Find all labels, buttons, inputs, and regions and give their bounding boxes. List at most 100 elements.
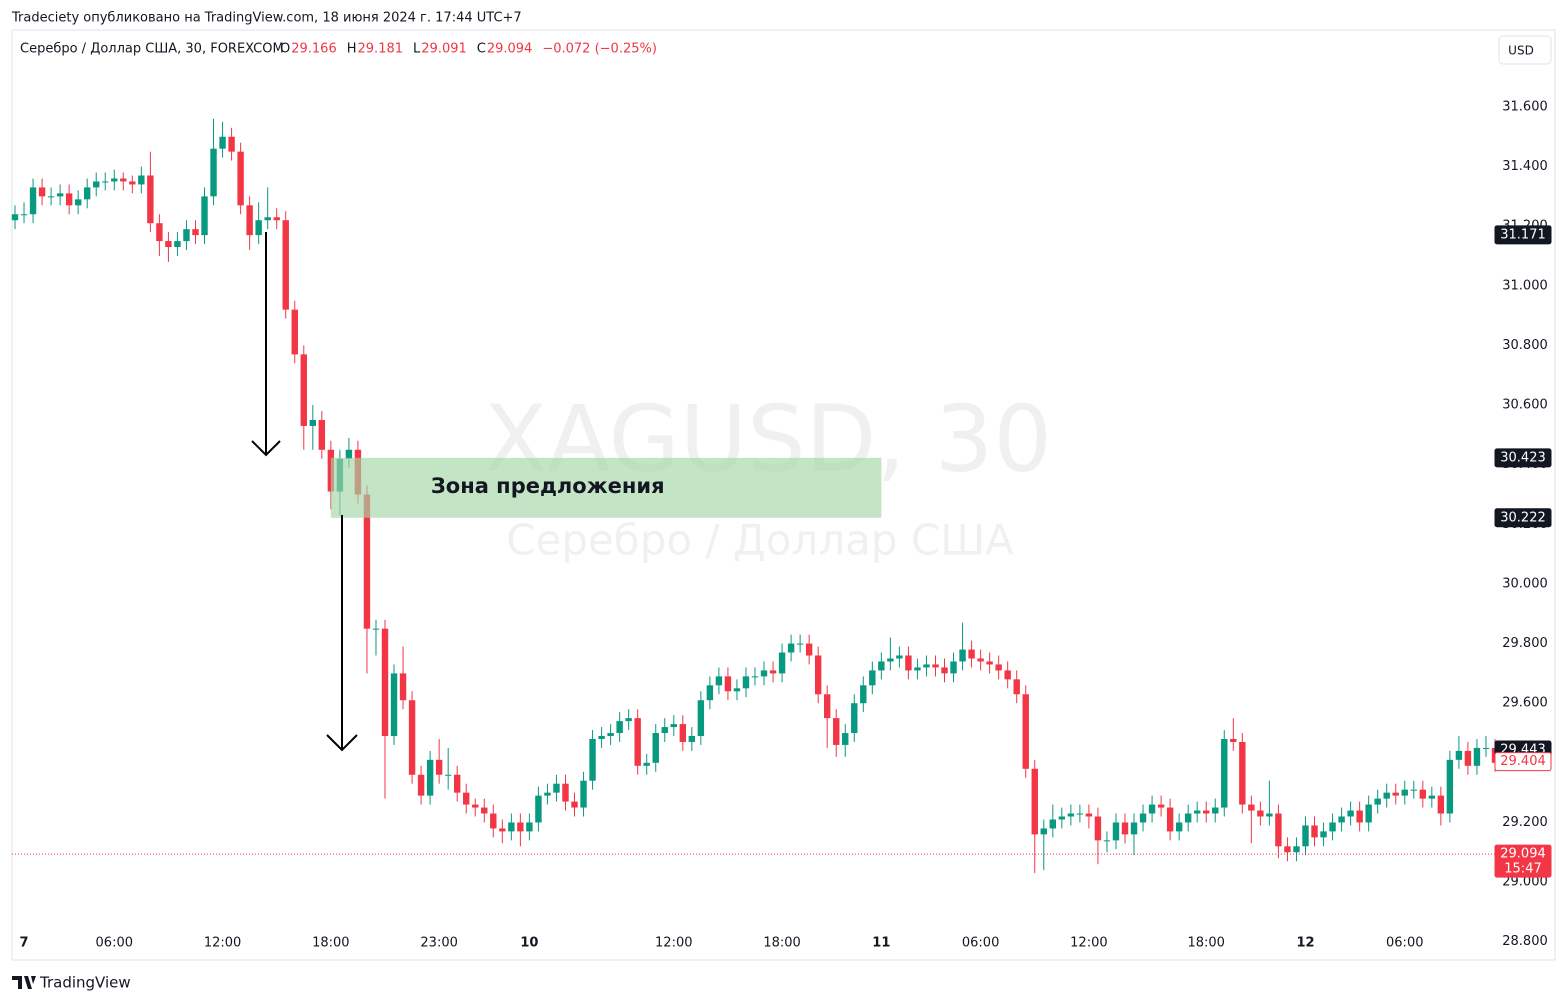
candle-body — [905, 655, 912, 671]
candle-body — [1022, 694, 1029, 769]
y-tick-label: 29.000 — [1502, 875, 1548, 890]
candle-body — [679, 724, 687, 742]
candle-body — [941, 667, 948, 674]
candle-body — [1013, 679, 1020, 695]
candle-body — [1221, 738, 1228, 808]
candle-body — [381, 628, 389, 737]
annotation-arrows — [251, 232, 358, 752]
x-tick-label: 10 — [520, 936, 538, 951]
candle-body — [1428, 795, 1436, 799]
candle-body — [1175, 822, 1183, 832]
candle-body — [111, 178, 118, 182]
candle-body — [210, 148, 217, 197]
candle-body — [1392, 792, 1399, 796]
candle-body — [1473, 747, 1481, 766]
change: −0.072 (−0.25%) — [542, 42, 657, 57]
candle-body — [1193, 810, 1201, 814]
candle-body — [851, 703, 858, 734]
y-tick-label: 28.800 — [1502, 934, 1548, 949]
candle-body — [1302, 825, 1309, 847]
candle-body — [751, 676, 759, 678]
candle-body — [652, 733, 659, 763]
candle-body — [1166, 807, 1174, 832]
candle-body — [399, 673, 407, 701]
candle-body — [74, 199, 82, 206]
candle-body — [1085, 813, 1093, 817]
candle-body — [589, 738, 596, 781]
candle-body — [616, 721, 623, 734]
candle-body — [1112, 822, 1120, 841]
candle-body — [896, 655, 903, 659]
candle-body — [11, 214, 19, 221]
candle-body — [1383, 792, 1390, 799]
y-tick-label: 30.000 — [1502, 576, 1548, 591]
candle-body — [1320, 831, 1327, 838]
y-tick-label: 31.600 — [1502, 99, 1548, 114]
candle-body — [724, 676, 732, 692]
candle-body — [228, 136, 235, 152]
candle-body — [156, 223, 163, 242]
candle-body — [56, 193, 64, 197]
candle-body — [625, 718, 632, 722]
candle-body — [787, 643, 795, 653]
candle-body — [1157, 804, 1165, 808]
candle-body — [444, 774, 452, 776]
candle-body — [363, 494, 371, 629]
candle-body — [499, 828, 506, 832]
currency-button[interactable] — [1498, 35, 1552, 65]
candle-body — [995, 664, 1002, 671]
x-tick-label: 12:00 — [1070, 936, 1107, 951]
candle-body — [138, 175, 145, 185]
candle-body — [959, 649, 966, 662]
candle-body — [1121, 822, 1129, 835]
candle-body — [760, 670, 768, 677]
candle-body — [607, 733, 614, 737]
price-label: 29.094 — [1500, 847, 1546, 862]
candle-body — [318, 419, 326, 450]
candle-body — [1031, 768, 1038, 835]
candle-body — [823, 694, 831, 719]
logo-icon — [12, 976, 36, 989]
candle-body — [490, 813, 497, 829]
candle-body — [1284, 846, 1291, 853]
currency-label[interactable]: USD — [1508, 44, 1534, 58]
candle-body — [887, 658, 894, 662]
candle-body — [1257, 810, 1264, 817]
candle-body — [282, 220, 289, 310]
price-label: 30.423 — [1500, 450, 1546, 465]
candle-body — [508, 822, 515, 832]
candle-body — [814, 655, 822, 695]
candle-body — [1094, 816, 1102, 841]
ohlc-key: H — [347, 42, 357, 57]
candle-body — [778, 652, 786, 674]
candle-body — [1329, 822, 1336, 832]
candle-body — [923, 664, 930, 668]
candle-body — [526, 822, 533, 832]
candle-body — [1374, 798, 1381, 805]
ohlc-value: 29.181 — [358, 42, 404, 57]
candle-body — [291, 309, 298, 355]
price-label-box — [1494, 752, 1552, 772]
candle-body — [1040, 828, 1047, 835]
candle-body — [869, 670, 876, 686]
candle-body — [733, 688, 741, 692]
price-label: 29.404 — [1500, 754, 1546, 769]
candle-body — [1130, 822, 1138, 835]
candle-body — [544, 792, 551, 796]
candle-body — [742, 676, 750, 689]
candle-body — [1139, 813, 1147, 823]
candle-body — [372, 628, 380, 630]
price-label: 30.222 — [1500, 510, 1546, 525]
candle-body — [634, 718, 641, 766]
candle-body — [435, 759, 443, 775]
candle-body — [273, 217, 280, 221]
x-tick-label: 06:00 — [1386, 936, 1423, 951]
candle-body — [535, 795, 542, 823]
candle-body — [643, 762, 650, 766]
candle-body — [562, 783, 569, 802]
candle-body — [309, 419, 317, 426]
candle-body — [950, 661, 957, 674]
candle-body — [192, 229, 199, 236]
candle-body — [102, 181, 109, 183]
